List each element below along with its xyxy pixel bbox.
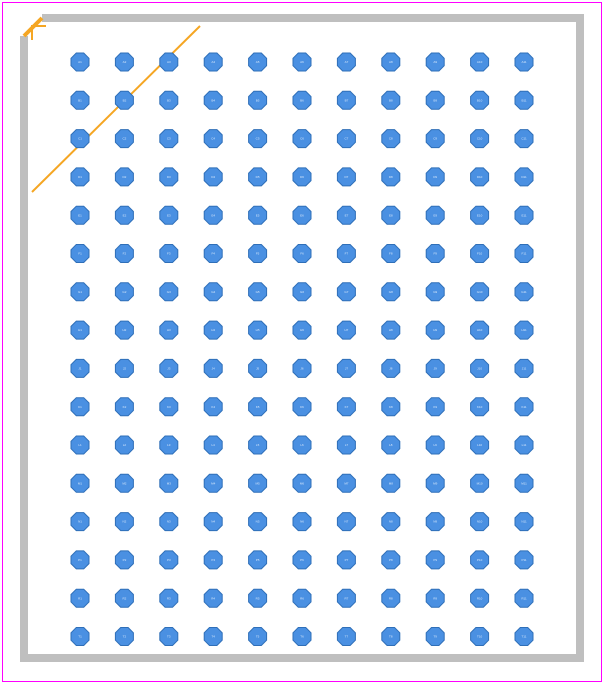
viewport: A1A2A3A4A5A6A7A8A9A10A11B1B2B3B4B5B6B7B8… bbox=[0, 0, 604, 684]
outer-border bbox=[2, 2, 602, 682]
